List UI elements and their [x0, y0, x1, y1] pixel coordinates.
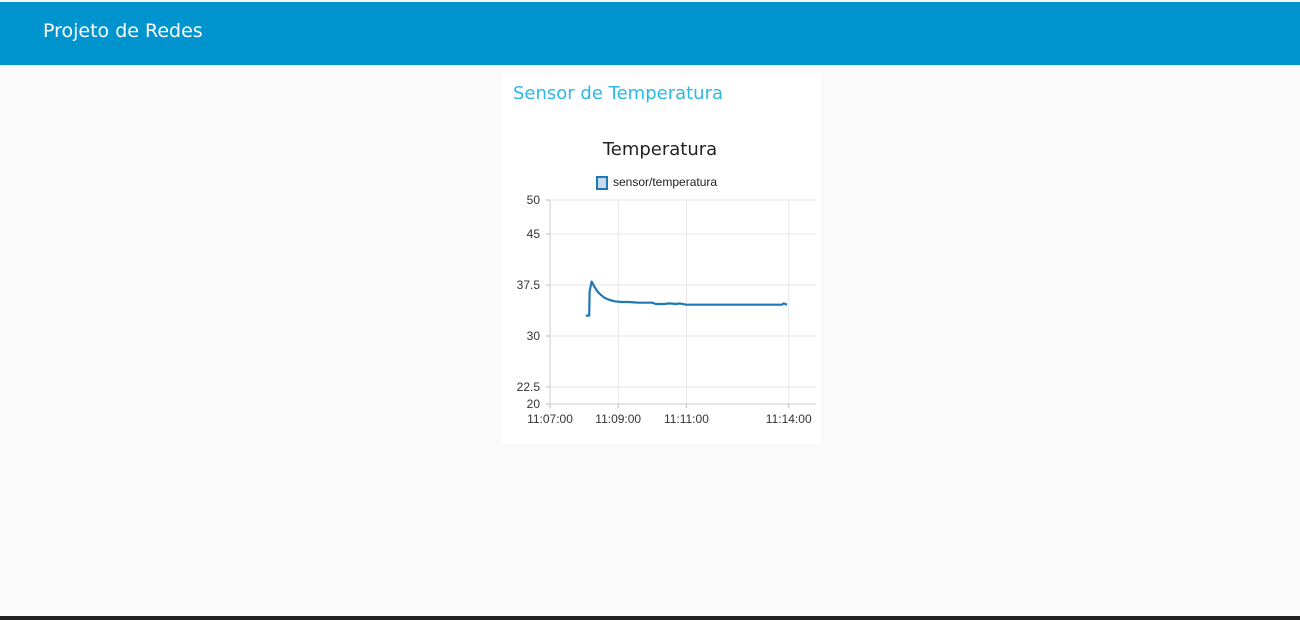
app-title: Projeto de Redes: [43, 20, 203, 42]
legend-label: sensor/temperatura: [613, 175, 717, 189]
sensor-card: Sensor de Temperatura Temperatura sensor…: [502, 73, 821, 444]
y-tick-label: 30: [527, 329, 541, 343]
app-toolbar: Projeto de Redes: [0, 2, 1300, 65]
y-tick-label: 45: [527, 227, 541, 241]
temperature-chart: Temperatura sensor/temperatura 20 22.5 30 3…: [517, 139, 816, 426]
y-tick-label: 20: [527, 397, 541, 411]
card-title: Sensor de Temperatura: [513, 83, 724, 104]
y-tick-label: 22.5: [517, 380, 541, 394]
y-tick-label: 37.5: [517, 278, 541, 292]
chart-series: [585, 280, 788, 317]
x-tick-label: 11:09:00: [595, 412, 641, 426]
y-tick-label: 50: [527, 193, 541, 207]
chart-title: Temperatura: [602, 139, 717, 160]
chart-axes: 20 22.5 30 37.5 45 50 11:07:00 11:09:00 11:11:00…: [517, 193, 816, 426]
series-line-temperatura: [585, 280, 788, 317]
x-tick-label: 11:11:00: [664, 412, 709, 426]
x-tick-label: 11:07:00: [527, 412, 573, 426]
window-bottom-border: [0, 616, 1300, 620]
top-edge-strip: [0, 0, 1300, 2]
x-tick-label: 11:14:00: [766, 412, 812, 426]
legend-swatch: [596, 176, 608, 190]
chart-legend[interactable]: sensor/temperatura: [596, 175, 717, 190]
